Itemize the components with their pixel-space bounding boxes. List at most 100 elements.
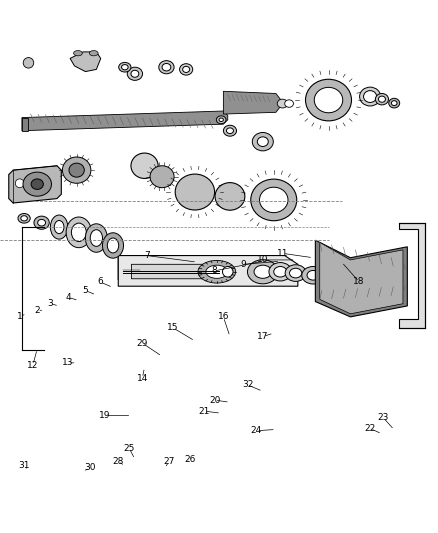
- Polygon shape: [320, 243, 403, 314]
- Ellipse shape: [226, 128, 233, 134]
- Ellipse shape: [285, 100, 293, 107]
- Ellipse shape: [364, 91, 377, 102]
- Ellipse shape: [34, 216, 49, 229]
- Ellipse shape: [305, 79, 351, 121]
- Polygon shape: [22, 118, 28, 131]
- Ellipse shape: [206, 265, 228, 278]
- Text: 6: 6: [97, 277, 103, 286]
- Polygon shape: [118, 255, 298, 286]
- Text: 4: 4: [65, 293, 71, 302]
- Ellipse shape: [389, 98, 399, 108]
- Ellipse shape: [90, 230, 102, 246]
- Ellipse shape: [150, 166, 174, 188]
- Ellipse shape: [162, 63, 171, 71]
- Text: 8: 8: [212, 266, 218, 276]
- Ellipse shape: [392, 101, 397, 106]
- Text: 9: 9: [240, 260, 246, 269]
- Polygon shape: [131, 264, 219, 279]
- Polygon shape: [70, 52, 101, 71]
- Ellipse shape: [247, 260, 278, 284]
- Text: 24: 24: [251, 426, 262, 435]
- Text: 25: 25: [124, 444, 135, 453]
- Ellipse shape: [285, 265, 306, 281]
- Text: 12: 12: [27, 360, 39, 369]
- Ellipse shape: [215, 183, 245, 210]
- Text: 2: 2: [35, 306, 40, 315]
- Ellipse shape: [274, 266, 287, 277]
- Ellipse shape: [180, 64, 193, 75]
- Ellipse shape: [307, 270, 319, 280]
- Ellipse shape: [18, 214, 30, 223]
- Text: 16: 16: [218, 312, 229, 321]
- Ellipse shape: [257, 137, 268, 147]
- Ellipse shape: [54, 221, 64, 233]
- Circle shape: [37, 182, 46, 191]
- Polygon shape: [399, 223, 425, 328]
- Ellipse shape: [375, 93, 389, 105]
- Text: 30: 30: [84, 464, 95, 472]
- Ellipse shape: [290, 268, 302, 278]
- Ellipse shape: [85, 224, 107, 252]
- Ellipse shape: [38, 220, 46, 226]
- Text: 1: 1: [17, 312, 23, 321]
- Ellipse shape: [131, 70, 139, 77]
- Ellipse shape: [21, 216, 27, 221]
- Polygon shape: [223, 91, 280, 114]
- Polygon shape: [22, 111, 228, 131]
- Text: 32: 32: [242, 380, 253, 389]
- Ellipse shape: [175, 174, 215, 210]
- Ellipse shape: [251, 179, 297, 221]
- Ellipse shape: [127, 67, 142, 80]
- Ellipse shape: [254, 265, 272, 278]
- Polygon shape: [118, 258, 298, 280]
- Text: 23: 23: [378, 413, 389, 422]
- Ellipse shape: [302, 266, 325, 284]
- Ellipse shape: [378, 96, 385, 102]
- Ellipse shape: [69, 163, 84, 177]
- Ellipse shape: [62, 157, 91, 183]
- Ellipse shape: [219, 118, 223, 122]
- Ellipse shape: [314, 87, 343, 113]
- Ellipse shape: [252, 133, 273, 151]
- Text: 17: 17: [257, 332, 268, 341]
- Text: 18: 18: [353, 277, 365, 286]
- Ellipse shape: [74, 51, 82, 56]
- Ellipse shape: [198, 261, 236, 283]
- Polygon shape: [9, 166, 61, 203]
- Text: 13: 13: [62, 358, 74, 367]
- Ellipse shape: [89, 51, 98, 56]
- Circle shape: [15, 179, 24, 188]
- Text: 14: 14: [137, 374, 148, 383]
- Text: 22: 22: [364, 424, 376, 433]
- Ellipse shape: [216, 116, 226, 124]
- Polygon shape: [315, 240, 407, 317]
- Text: 27: 27: [163, 457, 174, 466]
- Text: 26: 26: [185, 455, 196, 464]
- Ellipse shape: [183, 66, 190, 72]
- Text: 28: 28: [113, 457, 124, 466]
- Text: 31: 31: [18, 461, 30, 470]
- Text: 5: 5: [82, 286, 88, 295]
- Ellipse shape: [23, 172, 52, 196]
- Text: 21: 21: [198, 407, 209, 416]
- Ellipse shape: [131, 153, 158, 179]
- Ellipse shape: [71, 223, 86, 241]
- Ellipse shape: [223, 125, 237, 136]
- Ellipse shape: [360, 87, 381, 106]
- Text: 7: 7: [144, 251, 150, 260]
- Ellipse shape: [121, 64, 128, 70]
- Ellipse shape: [107, 238, 119, 253]
- Ellipse shape: [50, 215, 68, 239]
- Text: 3: 3: [47, 299, 53, 308]
- Ellipse shape: [159, 61, 174, 74]
- Text: 10: 10: [257, 255, 268, 264]
- Circle shape: [223, 266, 233, 277]
- Ellipse shape: [102, 233, 124, 258]
- Text: 19: 19: [99, 411, 111, 420]
- Ellipse shape: [269, 263, 292, 281]
- Text: 15: 15: [167, 324, 179, 332]
- Text: 11: 11: [277, 249, 288, 258]
- Text: 29: 29: [137, 338, 148, 348]
- Text: 20: 20: [209, 395, 220, 405]
- Ellipse shape: [66, 217, 92, 248]
